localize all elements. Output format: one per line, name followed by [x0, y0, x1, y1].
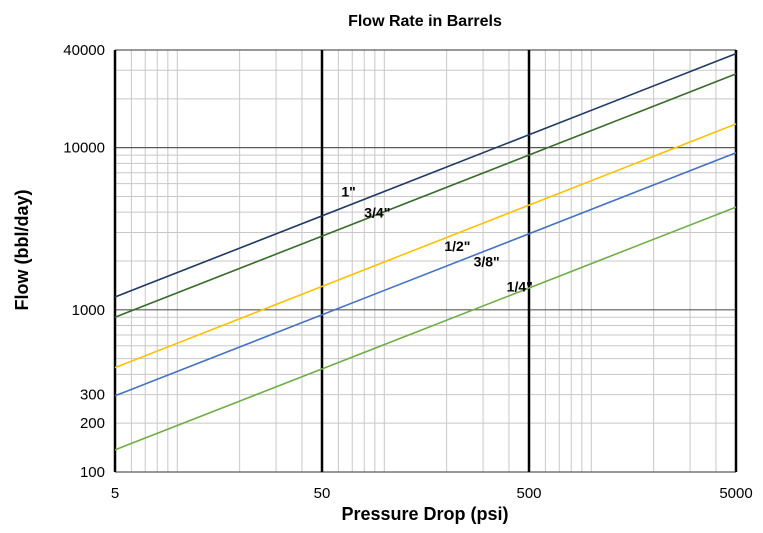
x-axis-label: Pressure Drop (psi): [341, 504, 508, 524]
series-line: [114, 123, 737, 369]
series-label: 3/4": [364, 205, 390, 221]
y-tick-label: 10000: [63, 140, 105, 157]
series-label: 3/8": [474, 253, 500, 269]
y-axis-label: Flow (bbl/day): [12, 190, 32, 311]
series-label: 1/4": [507, 278, 533, 294]
series-line: [114, 52, 737, 298]
series-line: [114, 73, 737, 318]
x-tick-label: 5: [111, 485, 119, 502]
series-line: [114, 206, 737, 451]
x-tick-labels: 5 50 500 5000: [111, 485, 753, 502]
x-tick-label: 50: [314, 485, 331, 502]
x-tick-label: 5000: [719, 485, 752, 502]
series-labels: 1" 3/4" 1/2"3/8" 1/4": [341, 183, 532, 294]
chart-title: Flow Rate in Barrels: [348, 13, 502, 30]
y-tick-label: 100: [80, 464, 105, 481]
y-tick-label: 200: [80, 415, 105, 432]
series-label: 1": [341, 183, 355, 199]
minor-grid: [115, 50, 736, 472]
series-lines: [114, 52, 737, 451]
y-tick-label: 300: [80, 387, 105, 404]
major-grid: [113, 49, 738, 473]
x-tick-label: 500: [516, 485, 541, 502]
y-tick-labels: 100 200 300 1000 10000 40000: [63, 42, 105, 481]
series-line: [114, 152, 737, 397]
y-tick-label: 40000: [63, 42, 105, 59]
y-tick-label: 1000: [72, 302, 105, 319]
series-label: 1/2": [444, 238, 470, 254]
